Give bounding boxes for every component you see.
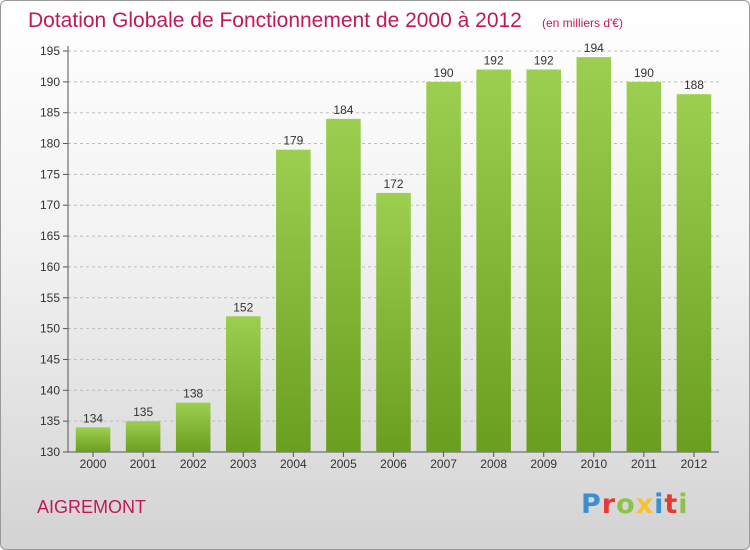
bar	[376, 192, 411, 452]
bar	[225, 316, 261, 452]
x-tick-label: 2010	[580, 457, 607, 471]
bar	[576, 57, 612, 453]
logo-letter: i	[678, 489, 689, 520]
logo-letter: r	[601, 489, 617, 520]
y-tick-label: 160	[40, 260, 60, 274]
x-tick-label: 2003	[230, 457, 257, 471]
bar-value-label: 190	[434, 66, 454, 80]
bar	[676, 94, 712, 452]
y-tick-label: 150	[40, 322, 60, 336]
x-tick-label: 2009	[530, 457, 557, 471]
commune-name: AIGREMONT	[37, 497, 147, 517]
bar	[125, 421, 161, 452]
x-tick-label: 2005	[330, 457, 357, 471]
chart-title: Dotation Globale de Fonctionnement de 20…	[28, 9, 522, 32]
bar-value-label: 172	[383, 177, 403, 191]
y-tick-label: 195	[40, 44, 60, 58]
bar	[526, 69, 562, 452]
bar	[626, 81, 662, 452]
y-tick-label: 165	[40, 229, 60, 243]
bar-value-label: 188	[684, 78, 704, 92]
proxiti-logo[interactable]: Proxiti	[581, 489, 689, 520]
bar	[276, 149, 311, 452]
bar	[326, 118, 361, 452]
y-tick-label: 135	[40, 414, 60, 428]
logo-letter: P	[581, 489, 602, 520]
y-tick-label: 180	[40, 137, 60, 151]
logo-letter: i	[654, 489, 665, 520]
logo-letter: t	[664, 489, 679, 520]
bar-value-label: 138	[183, 387, 203, 401]
x-tick-label: 2001	[130, 457, 157, 471]
y-tick-label: 170	[40, 198, 60, 212]
bar-value-label: 190	[634, 66, 654, 80]
bar-value-label: 184	[333, 103, 353, 117]
bar-value-label: 135	[133, 405, 153, 419]
bar	[75, 427, 111, 452]
bar	[426, 81, 461, 452]
x-tick-label: 2006	[380, 457, 407, 471]
bar-value-label: 152	[233, 300, 253, 314]
x-tick-label: 2004	[280, 457, 307, 471]
y-tick-label: 175	[40, 167, 60, 181]
y-tick-label: 185	[40, 106, 60, 120]
bar	[476, 69, 511, 452]
y-tick-label: 130	[40, 445, 60, 459]
bar	[175, 402, 211, 452]
bar-value-label: 192	[534, 54, 554, 68]
x-tick-label: 2007	[430, 457, 457, 471]
y-tick-label: 190	[40, 75, 60, 89]
x-tick-label: 2002	[180, 457, 207, 471]
x-tick-label: 2011	[631, 457, 657, 471]
logo-letter: x	[635, 489, 655, 520]
chart-unit-label: (en milliers d'€)	[542, 16, 623, 30]
bar-value-label: 194	[584, 41, 604, 55]
bar-value-label: 192	[484, 54, 504, 68]
x-tick-label: 2000	[80, 457, 107, 471]
bar-value-label: 134	[83, 411, 103, 425]
logo-letter: o	[616, 489, 636, 520]
x-tick-label: 2008	[480, 457, 507, 471]
y-tick-label: 155	[40, 291, 60, 305]
y-tick-label: 145	[40, 352, 60, 366]
y-tick-label: 140	[40, 383, 60, 397]
x-tick-label: 2012	[681, 457, 708, 471]
bar-value-label: 179	[283, 134, 303, 148]
